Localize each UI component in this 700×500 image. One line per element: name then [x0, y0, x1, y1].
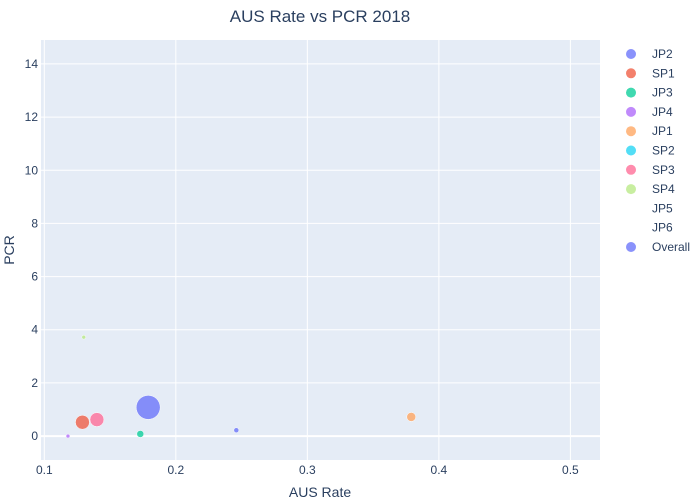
legend-item-sp3[interactable]: SP3 — [626, 163, 675, 177]
x-tick-label: 0.5 — [562, 463, 579, 477]
legend-label: SP1 — [652, 66, 675, 80]
legend-label: SP2 — [652, 144, 675, 158]
legend-label: JP1 — [652, 124, 673, 138]
legend-item-jp6[interactable]: JP6 — [652, 221, 673, 235]
y-tick-label: 8 — [31, 216, 38, 230]
legend-marker — [626, 242, 636, 252]
x-tick-label: 0.4 — [431, 463, 448, 477]
legend-item-jp3[interactable]: JP3 — [626, 86, 673, 100]
point-sp3[interactable] — [89, 412, 105, 427]
point-jp3[interactable] — [136, 430, 145, 438]
x-tick-label: 0.1 — [36, 463, 53, 477]
legend-label: SP4 — [652, 182, 675, 196]
legend-label: JP6 — [652, 221, 673, 235]
chart-title: AUS Rate vs PCR 2018 — [230, 7, 410, 26]
legend-label: SP3 — [652, 163, 675, 177]
legend-marker — [626, 164, 636, 175]
point-overall[interactable] — [135, 395, 161, 420]
y-tick-label: 12 — [25, 110, 39, 124]
legend-marker — [626, 49, 636, 59]
point-jp1[interactable] — [406, 412, 417, 422]
legend-marker — [626, 126, 636, 137]
point-sp4[interactable] — [81, 334, 86, 340]
plot-background — [41, 40, 600, 460]
y-tick-label: 14 — [25, 57, 39, 71]
y-axis-title: PCR — [1, 235, 17, 265]
y-tick-label: 6 — [31, 270, 38, 284]
legend-marker — [626, 145, 636, 156]
y-tick-label: 4 — [31, 323, 38, 337]
legend-item-sp1[interactable]: SP1 — [626, 66, 675, 80]
legend-item-overall[interactable]: Overall — [626, 240, 690, 254]
legend-item-sp4[interactable]: SP4 — [626, 182, 675, 196]
axis-ticks: 0.1 0.2 0.3 0.4 0.5 0 2 4 6 8 10 12 14 — [25, 57, 579, 477]
point-jp4[interactable] — [65, 433, 71, 439]
point-jp2[interactable] — [233, 427, 240, 433]
legend-label: JP2 — [652, 47, 673, 61]
x-axis-title: AUS Rate — [289, 484, 351, 500]
legend-label: JP5 — [652, 201, 673, 215]
x-tick-label: 0.2 — [167, 463, 184, 477]
legend-item-jp2[interactable]: JP2 — [626, 47, 673, 61]
y-tick-label: 10 — [25, 163, 39, 177]
legend-marker — [626, 87, 636, 98]
point-sp1[interactable] — [75, 415, 90, 430]
data-points — [65, 334, 417, 439]
grid — [41, 40, 600, 460]
legend: JP2 SP1 JP3 JP4 JP1 SP2 SP3 SP4 JP5 JP6 Overall — [626, 47, 690, 254]
legend-marker — [626, 106, 636, 117]
legend-label: JP4 — [652, 105, 673, 119]
legend-label: Overall — [652, 240, 690, 254]
legend-label: JP3 — [652, 86, 673, 100]
legend-item-jp1[interactable]: JP1 — [626, 124, 673, 138]
x-tick-label: 0.3 — [299, 463, 316, 477]
legend-marker — [626, 184, 636, 195]
legend-marker — [626, 68, 636, 79]
y-tick-label: 2 — [31, 376, 38, 390]
y-tick-label: 0 — [31, 429, 38, 443]
legend-item-sp2[interactable]: SP2 — [626, 144, 675, 158]
legend-item-jp4[interactable]: JP4 — [626, 105, 673, 119]
legend-item-jp5[interactable]: JP5 — [652, 201, 673, 215]
